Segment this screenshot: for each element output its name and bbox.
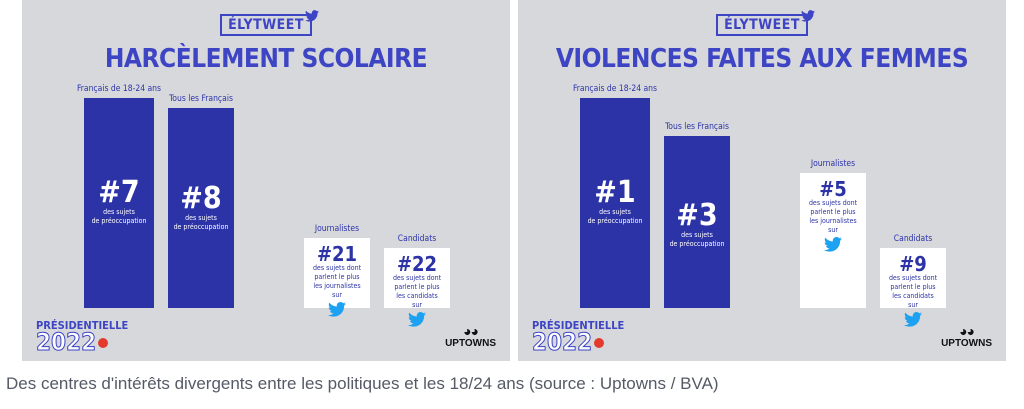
bar-sublabel: des sujets de préoccupation bbox=[91, 207, 147, 225]
elytweet-logo: ÉLYTWEET bbox=[518, 10, 1006, 36]
bar-area: #7 des sujets de préoccupation Français de… bbox=[22, 0, 510, 361]
bar-3: #5 des sujets dont parlent le plus les jo… bbox=[800, 173, 866, 308]
bar-sublabel: des sujets dont parlent le plus les cand… bbox=[392, 274, 442, 309]
bar-category-label: Tous les Français bbox=[169, 94, 233, 104]
presidentielle-text: PRÉSIDENTIELLE bbox=[36, 319, 129, 332]
red-dot-icon bbox=[594, 338, 605, 348]
bar-sublabel: des sujets dont parlent le plus les jour… bbox=[312, 264, 362, 299]
eyes-icon: ◕◕ bbox=[959, 323, 975, 339]
figure-caption: Des centres d'intérêts divergents entre … bbox=[6, 374, 719, 393]
bar-area: #1 des sujets de préoccupation Français de… bbox=[518, 0, 1006, 361]
bar-value-label: #22 bbox=[396, 252, 438, 276]
bar-2: #8 des sujets de préoccupation bbox=[168, 108, 234, 308]
bar-sublabel: des sujets de préoccupation bbox=[587, 207, 643, 225]
bar-category-label: Candidats bbox=[893, 234, 933, 244]
logo-text: ÉLYTWEET bbox=[724, 17, 800, 33]
elytweet-logo: ÉLYTWEET bbox=[22, 10, 510, 36]
bar-1: #7 des sujets de préoccupation bbox=[84, 98, 154, 308]
bar-2: #3 des sujets de préoccupation bbox=[664, 135, 730, 308]
bar-sublabel: des sujets de préoccupation bbox=[669, 231, 725, 249]
uptowns-text: UPTOWNS bbox=[445, 338, 496, 349]
twitter-bird-icon bbox=[904, 312, 922, 327]
bar-value-label: #7 bbox=[98, 174, 140, 210]
uptowns-text: UPTOWNS bbox=[941, 338, 992, 349]
bar-sublabel: des sujets de préoccupation bbox=[173, 214, 229, 231]
bar-category-label: Journalistes bbox=[314, 224, 360, 234]
chart-panel-right: ÉLYTWEET VIOLENCES FAITES AUX FEMMES #1 d… bbox=[518, 0, 1006, 361]
twitter-bird-icon bbox=[824, 237, 842, 252]
presidentielle-logo: PRÉSIDENTIELLE 2022 bbox=[35, 319, 129, 356]
bar-value-label: #8 bbox=[180, 181, 222, 216]
chart-title: VIOLENCES FAITES AUX FEMMES bbox=[555, 44, 969, 74]
bar-4: #9 des sujets dont parlent le plus les ca… bbox=[880, 248, 946, 327]
red-dot-icon bbox=[98, 338, 109, 348]
chart-panel-left: ÉLYTWEET HARCÈLEMENT SCOLAIRE #7 des suje… bbox=[22, 0, 510, 361]
presidentielle-logo: PRÉSIDENTIELLE 2022 bbox=[531, 319, 625, 356]
bar-value-label: #21 bbox=[316, 242, 358, 266]
bar-3: #21 des sujets dont parlent le plus les j… bbox=[304, 238, 370, 317]
bar-value-label: #9 bbox=[899, 252, 927, 276]
presidentielle-text: PRÉSIDENTIELLE bbox=[532, 319, 625, 332]
uptowns-logo: ◕◕ UPTOWNS bbox=[445, 324, 496, 349]
bar-category-label: Candidats bbox=[397, 234, 437, 244]
bar-category-label: Français de 18-24 ans bbox=[76, 84, 162, 94]
bar-4: #22 des sujets dont parlent le plus les c… bbox=[384, 248, 450, 327]
bar-category-label: Journalistes bbox=[810, 159, 856, 169]
chart-title: HARCÈLEMENT SCOLAIRE bbox=[104, 44, 428, 74]
bar-sublabel: des sujets dont parlent le plus les jour… bbox=[808, 199, 858, 234]
twitter-bird-icon bbox=[800, 10, 815, 22]
year-text: 2022 bbox=[35, 328, 97, 356]
bar-category-label: Tous les Français bbox=[665, 121, 729, 132]
bar-value-label: #3 bbox=[676, 198, 718, 234]
bar-value-label: #5 bbox=[819, 177, 847, 201]
twitter-bird-icon bbox=[408, 312, 426, 327]
bar-value-label: #1 bbox=[594, 174, 636, 210]
bar-category-label: Français de 18-24 ans bbox=[572, 84, 658, 94]
logo-text: ÉLYTWEET bbox=[228, 17, 304, 33]
twitter-bird-icon bbox=[328, 302, 346, 317]
bar-sublabel: des sujets dont parlent le plus les cand… bbox=[888, 274, 938, 309]
twitter-bird-icon bbox=[304, 10, 319, 22]
eyes-icon: ◕◕ bbox=[463, 323, 479, 339]
uptowns-logo: ◕◕ UPTOWNS bbox=[941, 324, 992, 349]
year-text: 2022 bbox=[531, 328, 593, 356]
bar-1: #1 des sujets de préoccupation bbox=[580, 98, 650, 308]
